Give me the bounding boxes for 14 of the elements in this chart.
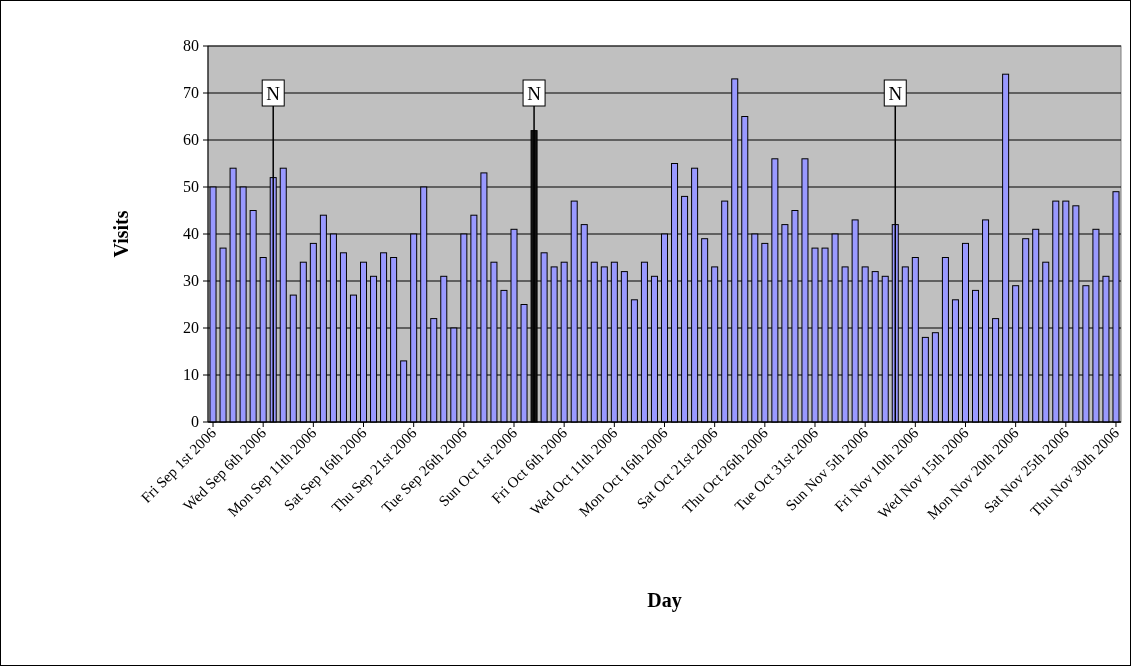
annotation: N <box>266 83 281 104</box>
y-tick-label: 80 <box>183 37 199 54</box>
y-tick-label: 0 <box>191 413 199 430</box>
annotation: N <box>527 83 542 104</box>
y-tick-label: 30 <box>183 272 199 289</box>
y-tick-label: 20 <box>183 319 199 336</box>
x-axis-title: Day <box>647 589 682 612</box>
y-tick-label: 70 <box>183 84 199 101</box>
y-axis-title: Visits <box>110 210 132 258</box>
y-tick-label: 10 <box>183 366 199 383</box>
y-tick-label: 40 <box>183 225 199 242</box>
annotation: N <box>888 83 903 104</box>
y-tick-label: 50 <box>183 178 199 195</box>
y-tick-label: 60 <box>183 131 199 148</box>
